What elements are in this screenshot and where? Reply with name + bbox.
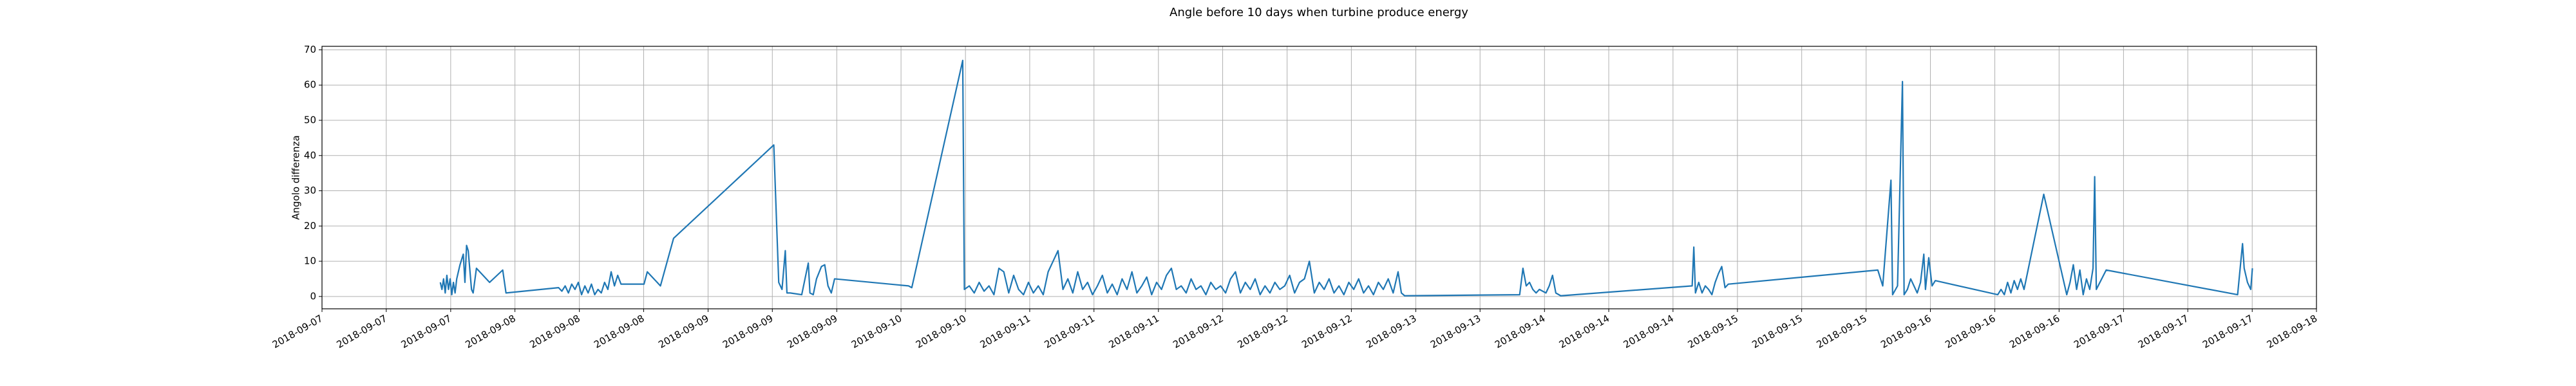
y-tick-label: 10 [304,255,316,267]
y-axis-label: Angolo differenza [290,135,302,219]
y-tick-label: 30 [304,185,316,196]
x-tick-label: 2018-09-07 [335,313,390,351]
x-tick-label: 2018-09-13 [1428,313,1483,351]
x-tick-label: 2018-09-10 [914,313,969,351]
x-tick-label: 2018-09-11 [1042,313,1097,351]
x-tick-label: 2018-09-16 [1943,313,1998,351]
x-tick-label: 2018-09-15 [1750,313,1804,351]
x-tick-label: 2018-09-17 [2072,313,2126,351]
y-tick-label: 20 [304,220,316,232]
x-tick-label: 2018-09-12 [1235,313,1290,351]
y-tick-label: 50 [304,115,316,126]
x-tick-label: 2018-09-14 [1557,313,1612,351]
x-tick-label: 2018-09-14 [1622,313,1676,351]
x-tick-label: 2018-09-07 [399,313,454,351]
x-tick-label: 2018-09-12 [1171,313,1226,351]
x-tick-label: 2018-09-14 [1493,313,1548,351]
chart-title: Angle before 10 days when turbine produc… [1170,6,1468,19]
x-tick-label: 2018-09-17 [2201,313,2255,351]
data-line [439,59,2253,297]
x-tick-label: 2018-09-13 [1364,313,1419,351]
y-tick-label: 40 [304,149,316,161]
x-tick-label: 2018-09-09 [656,313,711,351]
x-tick-label: 2018-09-08 [463,313,518,351]
x-tick-label: 2018-09-16 [1879,313,1933,351]
x-tick-label: 2018-09-10 [849,313,904,351]
x-tick-label: 2018-09-18 [2265,313,2320,351]
x-tick-label: 2018-09-07 [270,313,325,351]
x-tick-label: 2018-09-11 [978,313,1033,351]
x-tick-label: 2018-09-09 [785,313,840,351]
x-tick-label: 2018-09-15 [1686,313,1741,351]
x-tick-label: 2018-09-15 [1814,313,1869,351]
y-tick-label: 60 [304,79,316,91]
x-tick-label: 2018-09-11 [1107,313,1162,351]
x-tick-label: 2018-09-08 [592,313,647,351]
plot-frame [321,46,2317,309]
x-tick-label: 2018-09-17 [2136,313,2191,351]
x-tick-label: 2018-09-08 [527,313,582,351]
x-tick-label: 2018-09-16 [2007,313,2062,351]
y-tick-label: 0 [310,290,316,302]
x-tick-label: 2018-09-12 [1300,313,1354,351]
y-tick-label: 70 [304,44,316,55]
x-tick-label: 2018-09-09 [721,313,775,351]
